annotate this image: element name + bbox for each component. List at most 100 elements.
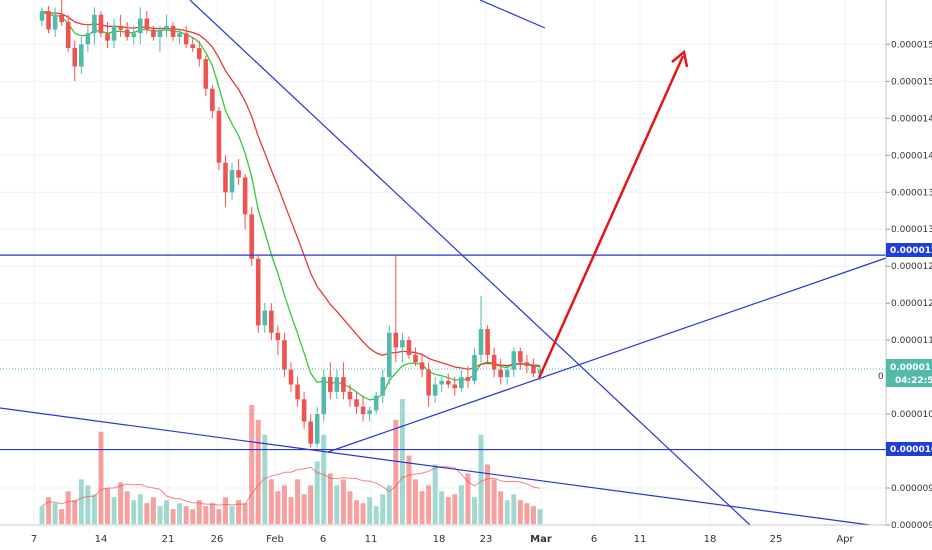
resistance-badge-label: 0.00001265	[890, 246, 932, 256]
candle	[373, 391, 379, 415]
volume-bar	[354, 500, 360, 524]
candle-body	[504, 369, 510, 378]
price-tick-label: 0.00001400	[891, 151, 932, 161]
volume-bar	[262, 434, 268, 524]
date-tick-label: 21	[162, 534, 175, 545]
candle	[242, 173, 248, 230]
candle	[223, 155, 228, 208]
volume-bar	[399, 399, 405, 524]
candle	[111, 18, 117, 49]
volume-bar	[511, 494, 517, 524]
volume-bar	[439, 491, 445, 524]
volume-bar	[485, 464, 491, 524]
candle	[393, 255, 399, 363]
candle-body	[236, 170, 241, 178]
candle-body	[223, 162, 228, 193]
candle	[413, 347, 418, 367]
candle-body	[432, 384, 438, 396]
price-tick-label: 0.00001150	[891, 336, 932, 346]
date-tick-label: 26	[211, 534, 224, 545]
volume-bar	[85, 485, 91, 524]
volume-bar	[242, 503, 248, 524]
candle	[301, 391, 307, 429]
volume-bar	[504, 500, 510, 524]
volume-bar	[111, 497, 117, 524]
volume-bar	[268, 479, 274, 524]
date-tick-labels: 7 14 21 26 Feb 6 11 18 23 Mar 6 11 18 25 Apr	[31, 534, 855, 545]
candle-body	[413, 354, 418, 363]
candle	[282, 332, 287, 378]
trendline[interactable]	[327, 257, 887, 453]
candle-body	[518, 351, 523, 363]
volume-bar	[478, 434, 484, 524]
volume-bar	[183, 506, 189, 524]
candle	[518, 347, 523, 370]
trendline[interactable]	[189, 0, 751, 526]
volume-bar	[465, 473, 471, 524]
candle	[432, 377, 438, 403]
volume-bar	[164, 500, 169, 524]
date-tick-label: Apr	[836, 534, 854, 545]
candle-body	[321, 377, 327, 415]
candle	[105, 22, 110, 49]
candle-body	[183, 33, 189, 45]
date-tick-label: 11	[634, 534, 647, 545]
candle	[124, 22, 130, 41]
candle-body	[400, 340, 405, 348]
volume-bar	[301, 494, 307, 524]
volume-bar	[229, 506, 235, 524]
date-axis[interactable]: 7 14 21 26 Feb 6 11 18 23 Mar 6 11 18 25 Apr	[0, 524, 886, 545]
volume-bar	[124, 491, 130, 524]
volume-bar	[537, 509, 543, 524]
candle	[164, 14, 169, 37]
trendlines[interactable]	[0, 0, 887, 526]
volume-bar	[340, 479, 346, 524]
volume-bar	[295, 479, 301, 524]
candle	[118, 14, 123, 37]
horizontal-levels[interactable]	[0, 254, 886, 451]
candle-body	[282, 340, 287, 370]
volume-bar	[131, 500, 137, 524]
date-tick-label: 25	[770, 534, 783, 545]
volume-bar	[321, 434, 327, 524]
candle	[236, 158, 241, 185]
candle	[439, 377, 445, 392]
volume-bar	[373, 506, 379, 524]
candle	[65, 14, 71, 52]
price-axis[interactable]: 0.00001550 0.00001500 0.00001450 0.00001400…	[878, 0, 932, 531]
projection-arrow-head	[671, 49, 689, 68]
volume-bar	[137, 494, 143, 524]
projection-arrow[interactable]	[537, 49, 689, 379]
volume-bar	[216, 509, 222, 524]
candle	[386, 325, 392, 385]
price-tick-label: 0.00000950	[891, 484, 932, 494]
volume-bars	[39, 399, 543, 524]
volume-bar	[144, 503, 150, 524]
price-tick-label: 0.00001550	[891, 40, 932, 50]
date-tick-label: Feb	[266, 534, 284, 545]
candle-body	[478, 329, 484, 355]
volume-bar	[170, 509, 176, 524]
candle-body	[151, 29, 156, 37]
trendline[interactable]	[479, 0, 546, 29]
volume-bar	[209, 503, 215, 524]
volume-bar	[432, 464, 438, 524]
candle	[183, 25, 189, 49]
candle-body	[210, 88, 215, 111]
candle-body	[439, 380, 445, 385]
volume-bar	[367, 497, 373, 524]
candle	[288, 362, 294, 392]
candle-body	[537, 369, 543, 374]
volume-bar	[314, 461, 320, 524]
candle-body	[406, 340, 412, 355]
candle	[144, 11, 150, 34]
trendline[interactable]	[0, 407, 871, 526]
candle-body	[79, 44, 84, 67]
candle	[472, 347, 477, 385]
volume-bar	[190, 509, 196, 524]
candle-body	[65, 22, 71, 49]
candle	[46, 5, 51, 34]
volume-bar	[393, 419, 399, 524]
